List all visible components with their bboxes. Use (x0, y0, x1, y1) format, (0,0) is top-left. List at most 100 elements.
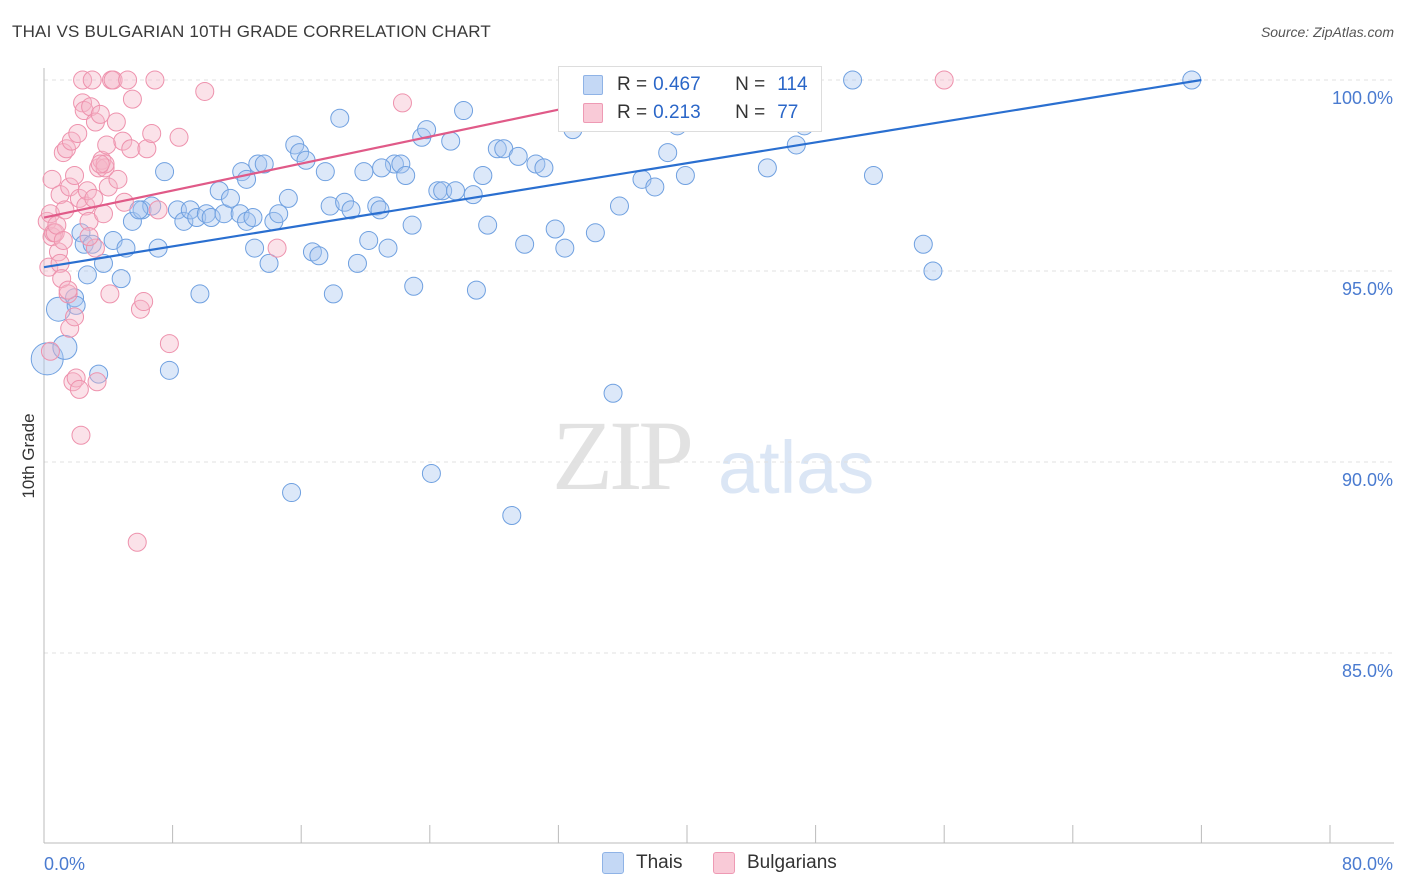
data-point (169, 127, 189, 147)
data-point (658, 143, 678, 163)
data-point (502, 505, 522, 525)
data-point (50, 185, 70, 205)
data-point (100, 284, 120, 304)
y-tick-label: 100.0% (1332, 88, 1393, 108)
legend-n-value: 77 (777, 102, 799, 123)
data-point (71, 425, 91, 445)
data-point (127, 532, 147, 552)
x-tick-label: 0.0% (44, 854, 85, 874)
data-point (421, 463, 441, 483)
data-point (335, 192, 355, 212)
data-point (79, 227, 99, 247)
data-point (245, 238, 265, 258)
legend-item-bulgarians: Bulgarians (713, 852, 837, 874)
data-point (118, 70, 138, 90)
data-point (87, 372, 107, 392)
series-bulgarians (37, 70, 954, 552)
data-point (98, 177, 118, 197)
data-point (309, 246, 329, 266)
data-point (145, 70, 165, 90)
legend-swatch-thais (583, 75, 603, 95)
data-point (254, 154, 274, 174)
data-point (391, 154, 411, 174)
data-point (201, 208, 221, 228)
data-point (230, 204, 250, 224)
y-tick-label: 90.0% (1342, 470, 1393, 490)
watermark-zip: ZIP (552, 400, 694, 511)
data-point (320, 196, 340, 216)
data-point (89, 364, 109, 384)
data-point (148, 200, 168, 220)
x-tick-label: 80.0% (1342, 854, 1393, 874)
data-point (82, 70, 102, 90)
data-point (863, 166, 883, 185)
data-point (315, 162, 335, 182)
data-point (113, 131, 133, 151)
data-point (645, 177, 665, 197)
data-point (843, 70, 863, 90)
data-point (159, 360, 179, 380)
y-axis-label: 10th Grade (19, 413, 38, 498)
data-point (103, 70, 123, 90)
data-point (187, 208, 207, 228)
data-point (90, 154, 110, 174)
data-point (370, 200, 390, 220)
data-point (269, 204, 289, 224)
trend-line-bulgarians (43, 101, 591, 219)
data-point (243, 208, 263, 228)
chart-title: THAI VS BULGARIAN 10TH GRADE CORRELATION… (12, 22, 491, 41)
data-point (934, 70, 954, 90)
data-point (68, 123, 88, 143)
y-tick-label: 95.0% (1342, 279, 1393, 299)
y-tick-label: 85.0% (1342, 661, 1393, 681)
data-point (82, 234, 102, 254)
data-point (180, 200, 200, 220)
legend-item-thais: Thais (602, 852, 682, 874)
data-point (85, 238, 105, 258)
legend-swatch-bulgarians (713, 852, 735, 874)
data-point (195, 81, 215, 101)
data-point (278, 188, 298, 208)
legend-r-value: 0.467 (653, 74, 701, 95)
data-point (378, 238, 398, 258)
legend-row-bulgarians: R = 0.213 N = 77 (583, 99, 798, 127)
data-point (77, 181, 97, 201)
data-point (42, 169, 62, 189)
data-point (341, 200, 361, 220)
data-point (402, 215, 422, 235)
legend-label-thais: Thais (636, 852, 683, 873)
data-point (60, 318, 80, 338)
legend-n-value: 114 (777, 74, 808, 95)
data-point (69, 188, 89, 208)
data-point (404, 276, 424, 296)
data-point (545, 219, 565, 239)
data-point (63, 372, 83, 392)
series-legend: Thais Bulgarians (0, 852, 1406, 878)
data-point (155, 162, 175, 182)
data-point (95, 154, 115, 174)
data-point (81, 97, 101, 117)
data-point (66, 368, 86, 388)
data-point (367, 196, 387, 216)
data-point (65, 307, 85, 327)
data-point (913, 234, 933, 254)
data-point (220, 188, 240, 208)
data-point (159, 334, 179, 354)
data-point (675, 166, 695, 185)
data-point (417, 120, 437, 140)
data-point (347, 253, 367, 273)
data-point (473, 166, 493, 185)
data-point (392, 93, 412, 113)
data-point (384, 154, 404, 174)
data-point (69, 379, 89, 399)
watermark-atlas: atlas (718, 426, 875, 509)
data-point (396, 166, 416, 185)
data-point (603, 383, 623, 403)
data-point (330, 108, 350, 128)
data-point (555, 238, 575, 258)
trend-line-thais (43, 78, 1202, 269)
data-point (466, 280, 486, 300)
data-point (372, 158, 392, 178)
data-point (58, 280, 78, 300)
